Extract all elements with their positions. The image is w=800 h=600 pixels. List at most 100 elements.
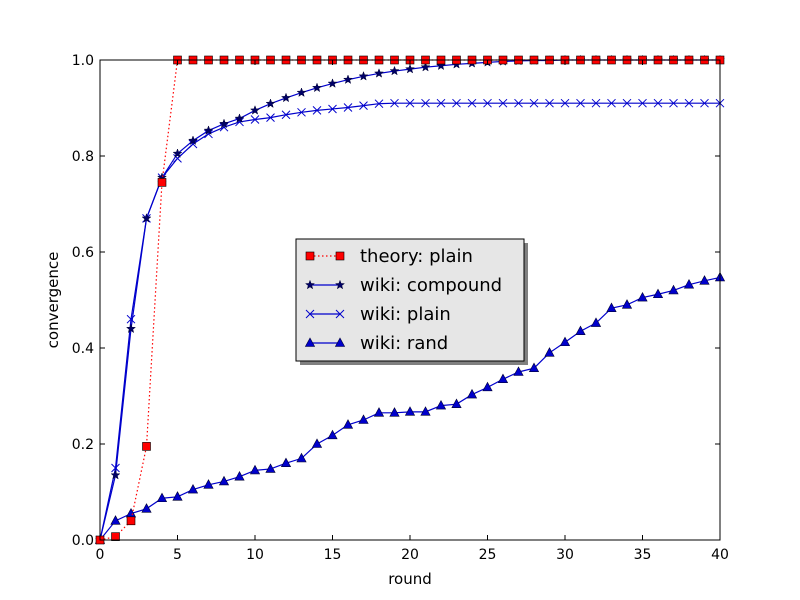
data-point (142, 442, 151, 451)
data-point (467, 98, 477, 108)
data-point (466, 388, 478, 399)
legend-label: wiki: compound (360, 275, 502, 296)
data-point (188, 139, 198, 149)
legend-entry: wiki: plain (305, 304, 451, 325)
data-point (668, 284, 679, 295)
x-axis-label: round (388, 570, 432, 588)
data-point (297, 107, 306, 117)
data-point (576, 98, 585, 108)
data-point (296, 87, 307, 97)
data-point (126, 516, 136, 526)
data-point (405, 98, 415, 108)
data-point (529, 98, 539, 108)
x-tick-label: 10 (246, 547, 264, 563)
data-point (111, 532, 120, 541)
x-tick-label: 40 (711, 547, 729, 563)
data-point (607, 98, 616, 108)
data-point (311, 438, 323, 448)
legend-label: theory: plain (360, 246, 473, 267)
legend-marker (304, 279, 316, 290)
data-point (358, 414, 369, 424)
data-point (652, 288, 664, 299)
data-point (110, 515, 121, 525)
data-point (591, 98, 601, 108)
data-point (126, 314, 136, 324)
data-point (374, 99, 384, 109)
data-point (373, 407, 385, 417)
data-point (390, 98, 399, 108)
y-tick-label: 1.0 (72, 53, 94, 69)
data-point (172, 491, 183, 501)
data-point (358, 70, 369, 81)
data-point (653, 98, 663, 108)
data-point (559, 336, 571, 347)
data-point (699, 275, 710, 285)
legend-marker (334, 279, 346, 290)
legend-box (295, 238, 525, 362)
y-tick-label: 0.4 (72, 341, 94, 357)
legend-marker (304, 337, 316, 347)
legend-marker (305, 251, 315, 261)
data-point (125, 323, 137, 334)
data-point (311, 82, 323, 93)
data-point (606, 302, 617, 312)
data-point (342, 419, 354, 429)
data-point (266, 113, 275, 122)
data-point (280, 92, 292, 103)
y-tick-label: 0.6 (72, 245, 94, 261)
legend-marker (334, 337, 346, 347)
data-point (420, 406, 431, 416)
data-point (528, 362, 540, 372)
data-point (638, 98, 647, 108)
data-point (451, 398, 462, 408)
data-point (312, 106, 322, 115)
legend-entry: wiki: rand (304, 333, 448, 354)
data-point (683, 279, 695, 289)
data-point (560, 98, 570, 108)
data-point (249, 464, 261, 475)
data-point (111, 463, 120, 473)
data-point (435, 399, 447, 410)
data-point (141, 213, 152, 223)
data-point (497, 373, 509, 384)
legend-label: wiki: rand (360, 333, 448, 354)
data-point (514, 98, 523, 108)
data-point (700, 98, 709, 108)
data-point (404, 63, 416, 74)
data-point (389, 65, 400, 76)
data-point (498, 98, 508, 108)
data-point (327, 78, 338, 88)
data-point (328, 104, 337, 114)
data-point (359, 101, 368, 110)
data-point (265, 463, 276, 473)
x-tick-label: 0 (96, 547, 105, 563)
data-point (327, 429, 338, 440)
data-point (483, 98, 492, 108)
data-point (575, 325, 586, 336)
legend-marker (335, 309, 345, 319)
legend-entry: theory: plain (305, 246, 473, 267)
data-point (156, 492, 168, 503)
series-wiki-plain (95, 98, 725, 545)
data-point (482, 381, 493, 392)
legend: theory: plain wiki: compound wiki: plain wi… (295, 238, 528, 365)
data-point (684, 98, 694, 108)
data-point (172, 148, 183, 158)
x-tick-label: 15 (324, 547, 342, 563)
data-point (296, 452, 307, 463)
data-point (669, 98, 678, 108)
x-tick-label: 5 (173, 547, 182, 563)
x-tick-label: 35 (634, 547, 652, 563)
data-point (452, 98, 461, 108)
data-point (173, 154, 182, 163)
data-point (281, 110, 291, 120)
y-tick-label: 0.2 (72, 437, 94, 453)
data-point (203, 125, 214, 135)
y-tick-label: 0.0 (72, 533, 94, 549)
x-tick-label: 20 (401, 547, 419, 563)
data-point (343, 103, 353, 112)
data-point (187, 483, 199, 494)
data-point (141, 503, 152, 513)
legend-label: wiki: plain (360, 304, 451, 325)
data-point (280, 457, 292, 468)
